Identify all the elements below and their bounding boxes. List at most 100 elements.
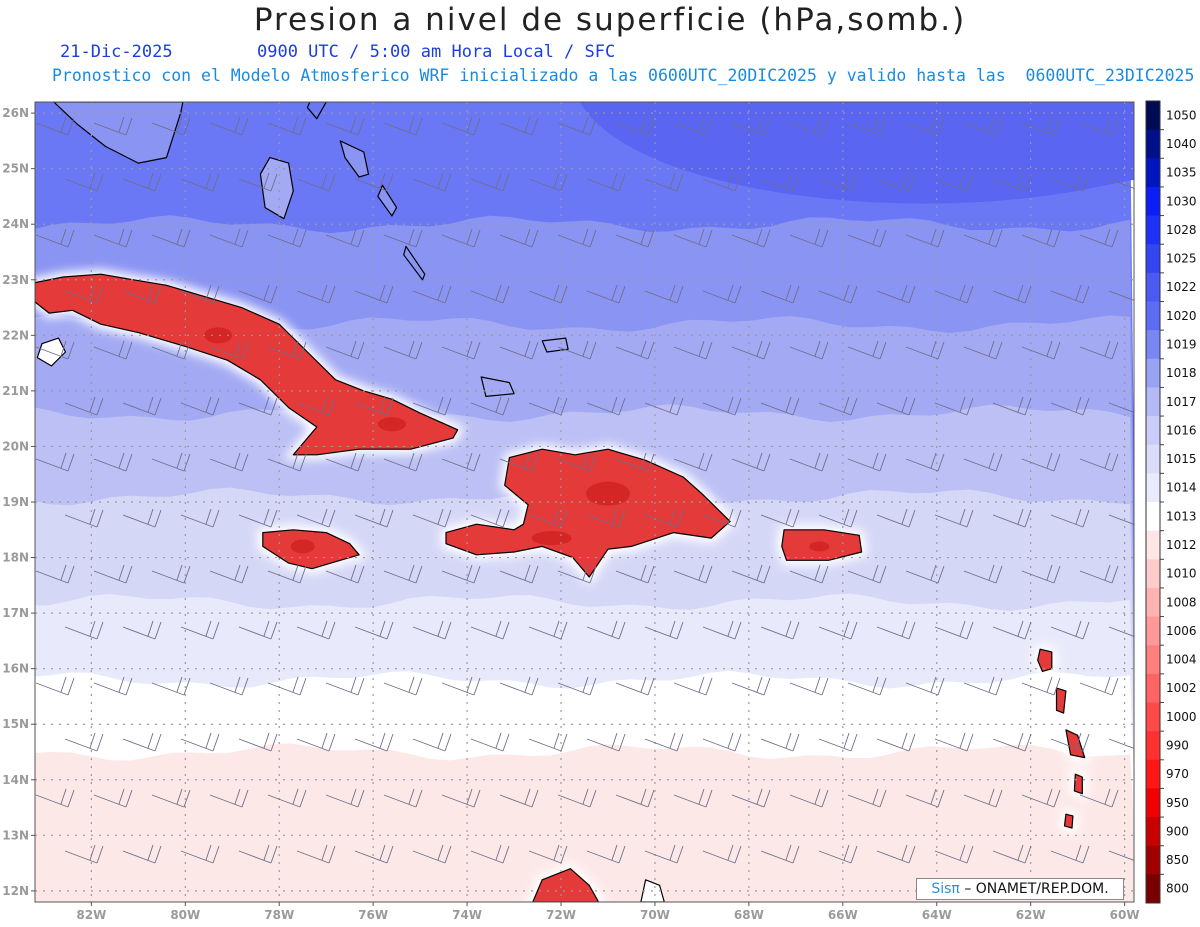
wind-barb [847,116,887,136]
low-pressure-core [377,417,406,432]
wind-barb [1021,676,1061,696]
wind-barb [64,732,104,752]
wind-barbs [35,116,1134,864]
low-pressure-core [290,539,315,554]
low-pressure-core [585,481,630,506]
wind-barb [325,116,365,136]
wind-barb [934,172,974,192]
wind-barb [876,508,916,528]
colorbar-swatch [1146,673,1160,703]
wind-barb [963,788,1003,808]
wind-barb [180,172,220,192]
wind-barb [905,788,945,808]
wind-barb [151,676,191,696]
wind-barb [760,620,800,640]
wind-barb [412,732,452,752]
wind-barb [644,172,684,192]
colorbar-label: 1014 [1166,481,1197,495]
colorbar-label: 1017 [1166,395,1197,409]
wind-barb [557,452,597,472]
lon-tick-label: 70W [640,908,670,922]
wind-barb [818,508,858,528]
wind-barb [876,284,916,304]
wind-barb [963,564,1003,584]
wind-barb [470,844,510,864]
lat-tick-label: 26N [2,106,29,120]
wind-barb [905,116,945,136]
high-pressure-core [579,102,1134,204]
wind-barb [1108,402,1134,413]
wind-barb [1079,676,1119,696]
wind-barb [557,228,597,248]
colorbar-label: 1025 [1166,252,1197,266]
wind-barb [35,788,75,808]
wind-barb [1050,396,1090,416]
wind-barb [528,844,568,864]
colorbar-label: 1002 [1166,681,1197,695]
wind-barb [1021,340,1061,360]
colorbar-label: 1019 [1166,337,1197,351]
wind-barb [151,788,191,808]
wind-barb [818,620,858,640]
wind-barb [615,228,655,248]
wind-barb [441,452,481,472]
colorbar-label: 1050 [1166,108,1197,122]
wind-barb [209,452,249,472]
colorbar-swatch [1146,244,1160,274]
wind-barb [1079,452,1119,472]
wind-barb [673,452,713,472]
wind-barb [905,452,945,472]
wind-barb [644,844,684,864]
wind-barb [1021,116,1061,136]
colorbar-label: 1035 [1166,166,1197,180]
forecast-description: Pronostico con el Modelo Atmosferico WRF… [52,66,1195,85]
wind-barb [325,452,365,472]
colorbar-swatch [1146,301,1160,331]
wind-barb [1050,284,1090,304]
wind-barb [876,620,916,640]
wind-barb [180,284,220,304]
colorbar-swatch [1146,559,1160,589]
wind-barb [267,452,307,472]
wind-barb [35,116,75,136]
map-title: Presion a nivel de superficie (hPa,somb.… [253,2,967,38]
wind-barb [64,172,104,192]
wind-barb [470,172,510,192]
wind-barb [528,172,568,192]
colorbar-swatch [1146,874,1160,904]
wind-barb [209,228,249,248]
wind-barb [876,844,916,864]
wind-barb [296,284,336,304]
wind-barb [1079,340,1119,360]
wind-barb [180,844,220,864]
wind-barb [847,340,887,360]
wind-barb [673,788,713,808]
wind-barb [615,340,655,360]
wind-barb [470,396,510,416]
wind-barb [1050,844,1090,864]
colorbar-swatch [1146,416,1160,446]
wind-barb [499,340,539,360]
wind-barb [93,116,133,136]
wind-barb [557,116,597,136]
wind-barb [383,788,423,808]
sispi-logo: Sisπ [931,881,960,897]
wind-barb [441,564,481,584]
wind-barb [325,228,365,248]
wind-barb [847,788,887,808]
wind-barb [180,396,220,416]
wind-barb [876,732,916,752]
wind-barb [325,564,365,584]
wind-barb [354,284,394,304]
lat-tick-label: 21N [2,384,29,398]
wind-barb [1108,738,1134,749]
landmass [1055,687,1067,714]
wind-barb [789,340,829,360]
wind-barb [760,396,800,416]
wind-barb [557,564,597,584]
wind-barb [151,340,191,360]
wind-barb [586,396,626,416]
colorbar-label: 1010 [1166,567,1197,581]
wind-barb [1079,564,1119,584]
landmass [480,376,515,397]
